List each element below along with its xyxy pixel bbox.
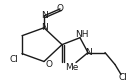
- Text: N: N: [85, 48, 91, 57]
- Text: NH: NH: [75, 30, 89, 39]
- Text: N: N: [41, 11, 47, 20]
- Text: O: O: [46, 60, 53, 69]
- Text: Cl: Cl: [10, 55, 18, 64]
- Text: Me: Me: [65, 63, 79, 72]
- Text: O: O: [57, 4, 63, 13]
- Text: N: N: [41, 23, 47, 32]
- Text: Cl: Cl: [119, 73, 127, 82]
